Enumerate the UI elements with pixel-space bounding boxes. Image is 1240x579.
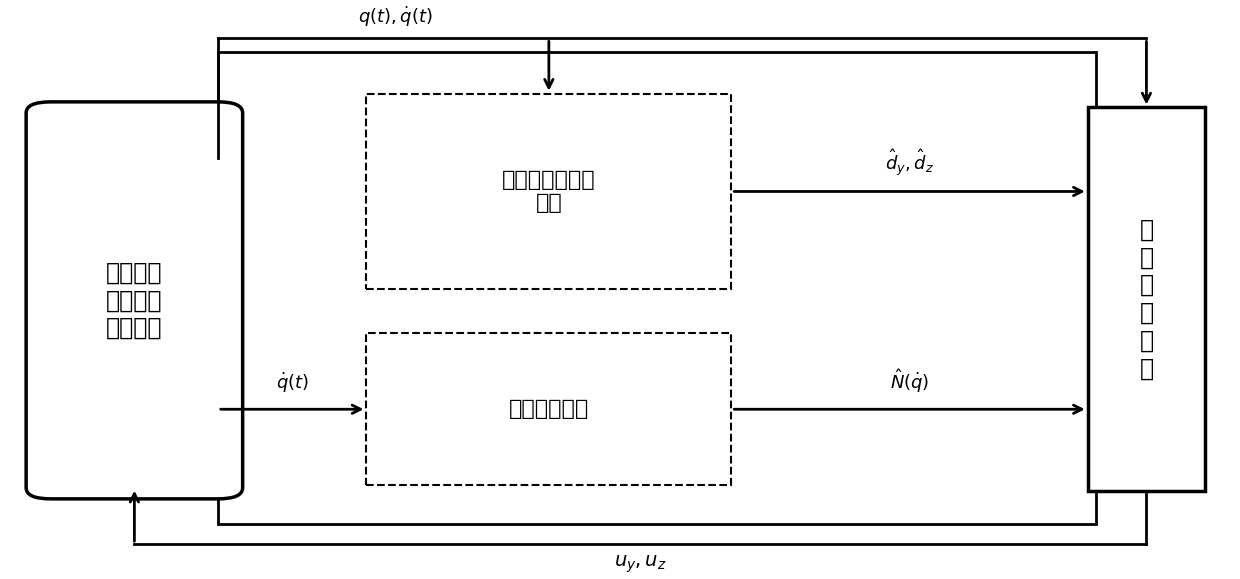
Text: 神经网络估计: 神经网络估计: [508, 400, 589, 419]
Text: $q(t),\dot{q}(t)$: $q(t),\dot{q}(t)$: [358, 4, 433, 28]
Text: 四旋翼无
人机吊挂
空运系统: 四旋翼无 人机吊挂 空运系统: [107, 261, 162, 340]
Text: $\hat{d}_y,\hat{d}_z$: $\hat{d}_y,\hat{d}_z$: [885, 146, 934, 178]
Text: 未知参数自适应
估计: 未知参数自适应 估计: [502, 170, 595, 213]
Text: $\hat{N}(\dot{q})$: $\hat{N}(\dot{q})$: [890, 368, 929, 395]
Text: $\dot{q}(t)$: $\dot{q}(t)$: [275, 371, 309, 395]
FancyBboxPatch shape: [1087, 107, 1205, 490]
Text: 非
线
性
控
制
器: 非 线 性 控 制 器: [1140, 218, 1153, 380]
FancyBboxPatch shape: [26, 102, 243, 499]
FancyBboxPatch shape: [366, 334, 732, 485]
FancyBboxPatch shape: [366, 94, 732, 290]
Text: $u_y,u_z$: $u_y,u_z$: [614, 554, 667, 576]
